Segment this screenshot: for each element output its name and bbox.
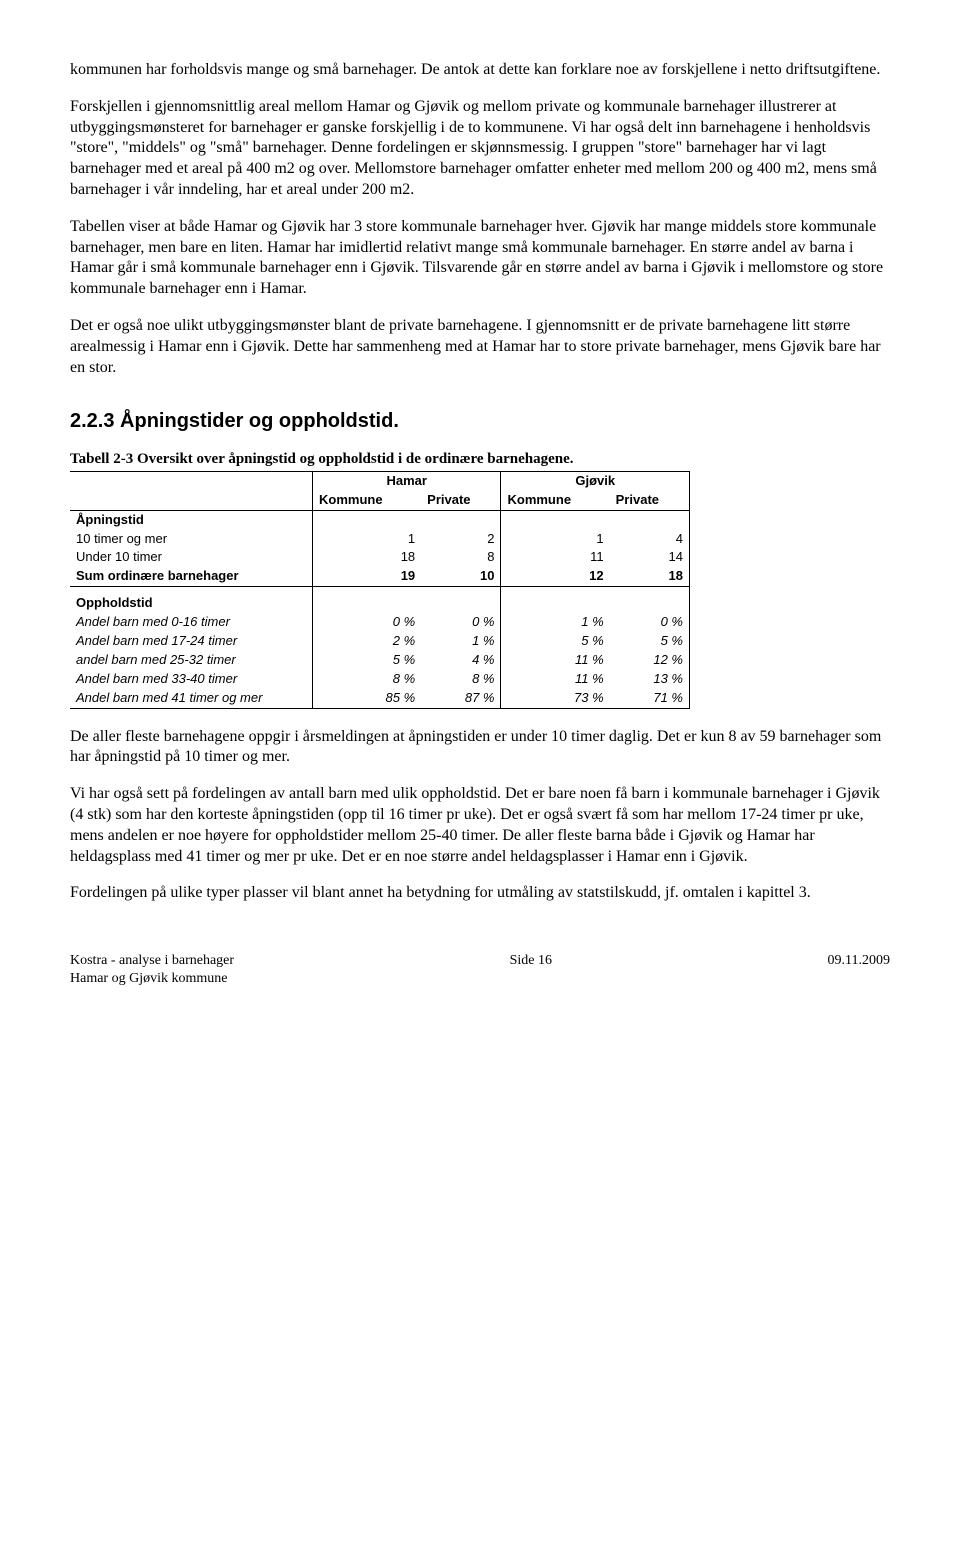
table-header-empty [70,471,313,490]
section-heading: 2.2.3 Åpningstider og oppholdstid. [70,408,890,434]
body-paragraph: kommunen har forholdsvis mange og små ba… [70,60,890,81]
footer-text: Kostra - analyse i barnehager [70,953,234,968]
table-cell: 10 [421,567,501,586]
table-section-label-row: Oppholdstid [70,587,690,613]
table-cell: 85 % [313,689,422,708]
body-paragraph: Tabellen viser at både Hamar og Gjøvik h… [70,217,890,300]
table-row-label: Under 10 timer [70,548,313,567]
table-subheader: Private [421,491,501,510]
table-row: andel barn med 25-32 timer 5 % 4 % 11 % … [70,651,690,670]
table-cell: 1 [501,530,610,549]
table-subheader: Kommune [501,491,610,510]
table-section-label-row: Åpningstid [70,510,690,529]
table-cell: 5 % [501,632,610,651]
table-cell: 1 % [421,632,501,651]
table-row: Andel barn med 33-40 timer 8 % 8 % 11 % … [70,670,690,689]
table-cell: 11 % [501,651,610,670]
table-row: Andel barn med 17-24 timer 2 % 1 % 5 % 5… [70,632,690,651]
table-row-label: Andel barn med 33-40 timer [70,670,313,689]
table-cell: 18 [313,548,422,567]
table-row: Andel barn med 0-16 timer 0 % 0 % 1 % 0 … [70,613,690,632]
body-paragraph: Vi har også sett på fordelingen av antal… [70,784,890,867]
table-cell: 2 % [313,632,422,651]
table-section-label: Åpningstid [70,510,313,529]
table-cell: 8 % [313,670,422,689]
table-row-label: andel barn med 25-32 timer [70,651,313,670]
table-cell: 5 % [610,632,690,651]
table-subheader: Kommune [313,491,422,510]
body-paragraph: Forskjellen i gjennomsnittlig areal mell… [70,97,890,201]
table-group-header: Hamar [313,471,501,490]
table-cell: 0 % [610,613,690,632]
table-cell: 4 % [421,651,501,670]
table-cell: 8 % [421,670,501,689]
table-cell: 11 % [501,670,610,689]
table-cell: 87 % [421,689,501,708]
table-group-header: Gjøvik [501,471,690,490]
table-row-label: Sum ordinære barnehager [70,567,313,586]
table-cell: 18 [610,567,690,586]
table-cell: 73 % [501,689,610,708]
table-row: Andel barn med 41 timer og mer 85 % 87 %… [70,689,690,708]
table-cell: 14 [610,548,690,567]
table-sum-row: Sum ordinære barnehager 19 10 12 18 [70,567,690,586]
table-cell: 8 [421,548,501,567]
table-row: Under 10 timer 18 8 11 14 [70,548,690,567]
table-header-row: Hamar Gjøvik [70,471,690,490]
table-row-label: Andel barn med 41 timer og mer [70,689,313,708]
table-section-label: Oppholdstid [70,587,313,613]
data-table: Hamar Gjøvik Kommune Private Kommune Pri… [70,471,690,709]
table-cell: 19 [313,567,422,586]
table-cell: 5 % [313,651,422,670]
footer-center: Side 16 [510,952,552,988]
table-row-label: Andel barn med 17-24 timer [70,632,313,651]
table-cell: 2 [421,530,501,549]
table-cell: 71 % [610,689,690,708]
table-row: 10 timer og mer 1 2 1 4 [70,530,690,549]
table-cell: 1 % [501,613,610,632]
page-footer: Kostra - analyse i barnehager Hamar og G… [70,952,890,988]
table-row-label: Andel barn med 0-16 timer [70,613,313,632]
table-caption: Tabell 2-3 Oversikt over åpningstid og o… [70,450,890,470]
footer-text: Hamar og Gjøvik kommune [70,971,227,986]
table-cell: 11 [501,548,610,567]
table-cell: 13 % [610,670,690,689]
table-cell: 0 % [313,613,422,632]
footer-right: 09.11.2009 [828,952,890,988]
table-subheader-row: Kommune Private Kommune Private [70,491,690,510]
body-paragraph: Fordelingen på ulike typer plasser vil b… [70,883,890,904]
body-paragraph: De aller fleste barnehagene oppgir i års… [70,727,890,769]
body-paragraph: Det er også noe ulikt utbyggingsmønster … [70,316,890,378]
table-cell: 1 [313,530,422,549]
table-cell: 12 [501,567,610,586]
table-cell: 12 % [610,651,690,670]
table-cell: 4 [610,530,690,549]
table-subheader: Private [610,491,690,510]
table-cell: 0 % [421,613,501,632]
footer-left: Kostra - analyse i barnehager Hamar og G… [70,952,234,988]
table-row-label: 10 timer og mer [70,530,313,549]
table-header-empty [70,491,313,510]
